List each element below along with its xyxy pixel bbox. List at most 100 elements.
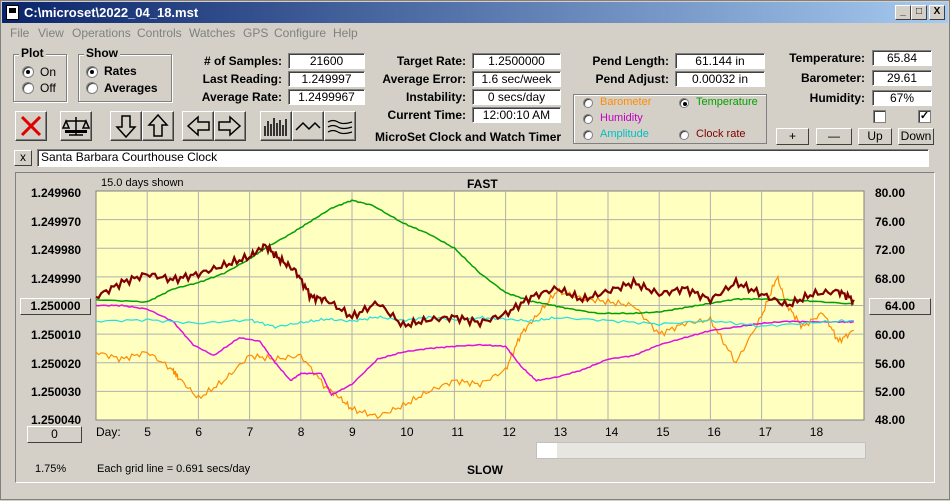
multi-wave-button[interactable] [324,111,356,141]
left-axis-center-button[interactable]: 1.250000 [20,298,91,315]
humidity-option: Humidity [600,112,643,124]
down-button[interactable]: Down [898,128,934,145]
maximize-button[interactable]: □ [911,5,927,20]
temperature-value: 65.84 [872,50,932,66]
x-tick-label: 15 [656,425,670,439]
show-averages-label: Averages [104,81,158,95]
close-button[interactable]: X [929,5,945,20]
stop-button[interactable] [15,111,47,141]
barometer-value: 29.61 [872,70,932,86]
target-rate-label: Target Rate: [396,54,466,68]
up-button[interactable]: Up [858,128,892,145]
arrow-up-button[interactable] [142,111,174,141]
arrow-up-icon [147,113,169,137]
series-barometer [95,274,854,420]
balance-button[interactable] [60,111,92,141]
wave-button[interactable] [292,111,324,141]
arrow-down-icon [115,115,137,139]
wave-icon [295,121,321,131]
arrow-right-button[interactable] [214,111,246,141]
red-x-icon [20,115,42,137]
pend-adjust-label: Pend Adjust: [595,72,669,86]
menu-file[interactable]: File [10,26,30,40]
bar-graph-icon [264,118,287,136]
y-tick-1: 1.249970 [31,215,82,229]
y-tick-8: 1.250040 [31,413,82,427]
plot-on-radio[interactable] [22,66,34,78]
humidity-label: Humidity: [809,91,865,105]
minus-button[interactable]: — [816,128,852,145]
pend-adjust-value: 0.00032 in [675,71,765,87]
grid-line-info: Each grid line = 0.691 secs/day [97,463,251,475]
average-error-value: 1.6 sec/week [472,71,561,87]
minimize-button[interactable]: _ [895,5,911,20]
y-tick-0: 1.249960 [31,186,82,200]
barometer-radio[interactable] [583,98,593,108]
temperature-radio[interactable] [679,98,689,108]
x-tick-label: 10 [400,425,414,439]
right-tick-2: 72.00 [875,243,906,257]
arrow-down-button[interactable] [110,111,142,141]
pend-length-value: 61.144 in [675,53,765,69]
amplitude-option: Amplitude [600,128,649,140]
right-tick-6: 56.00 [875,357,906,371]
temperature-label: Temperature: [789,51,865,65]
x-tick-label: 8 [297,425,305,439]
right-tick-7: 52.00 [875,385,906,399]
menu-watches[interactable]: Watches [189,26,236,40]
x-tick-label: 6 [195,425,203,439]
horizontal-scrollbar[interactable] [536,442,866,459]
right-tick-5: 60.00 [875,328,906,342]
plot-on-label: On [40,65,57,79]
temperature-option: Temperature [696,96,758,108]
menu-controls[interactable]: Controls [137,26,182,40]
y-tick-6: 1.250020 [31,357,82,371]
arrow-left-icon [186,115,210,137]
percent-label: 1.75% [35,463,67,475]
scrollbar-thumb[interactable] [537,443,557,458]
series-temperature [95,199,854,315]
clock-rate-option: Clock rate [696,128,746,140]
show-group [78,54,172,102]
menu-configure[interactable]: Configure [274,26,327,40]
amplitude-radio[interactable] [583,130,593,140]
target-rate-value: 1.2500000 [472,53,561,69]
clock-name-field[interactable]: Santa Barbara Courthouse Clock [37,149,929,167]
scroll-value-button[interactable]: 0 [27,426,82,443]
show-averages-radio[interactable] [86,82,98,94]
menu-help[interactable]: Help [333,26,358,40]
average-rate-label: Average Rate: [201,90,282,104]
series-group [95,199,855,420]
plot-off-radio[interactable] [22,82,34,94]
y-tick-3: 1.249990 [31,272,82,286]
checkbox-right[interactable]: ✓ [918,110,931,123]
right-axis-center-button[interactable]: 64.00 [869,298,931,315]
bar-graph-button[interactable] [260,111,292,141]
arrow-left-button[interactable] [182,111,214,141]
slow-label: SLOW [467,463,503,477]
instability-value: 0 secs/day [472,89,561,105]
show-rates-radio[interactable] [86,66,98,78]
humidity-value: 67% [872,90,932,106]
y-tick-5: 1.250010 [31,328,82,342]
right-tick-0: 80.00 [875,186,906,200]
menu-operations[interactable]: Operations [72,26,131,40]
x-tick-label: 16 [707,425,721,439]
checkbox-left[interactable] [873,110,886,123]
x-tick-label: 13 [553,425,568,439]
plot-off-label: Off [40,81,56,95]
menu-view[interactable]: View [38,26,64,40]
clock-rate-radio[interactable] [679,130,689,140]
x-tick-label: 12 [502,425,516,439]
last-reading-label: Last Reading: [202,72,282,86]
plus-button[interactable]: + [776,128,809,145]
pend-length-label: Pend Length: [592,54,669,68]
x-axis-label: Day: [96,425,121,439]
close-clock-button[interactable]: x [14,150,32,166]
humidity-radio[interactable] [583,114,593,124]
y-tick-2: 1.249980 [31,243,82,257]
menu-gps[interactable]: GPS [243,26,269,40]
app-title-label: MicroSet Clock and Watch Timer [375,130,562,144]
show-group-title: Show [84,46,120,60]
instability-label: Instability: [405,90,466,104]
